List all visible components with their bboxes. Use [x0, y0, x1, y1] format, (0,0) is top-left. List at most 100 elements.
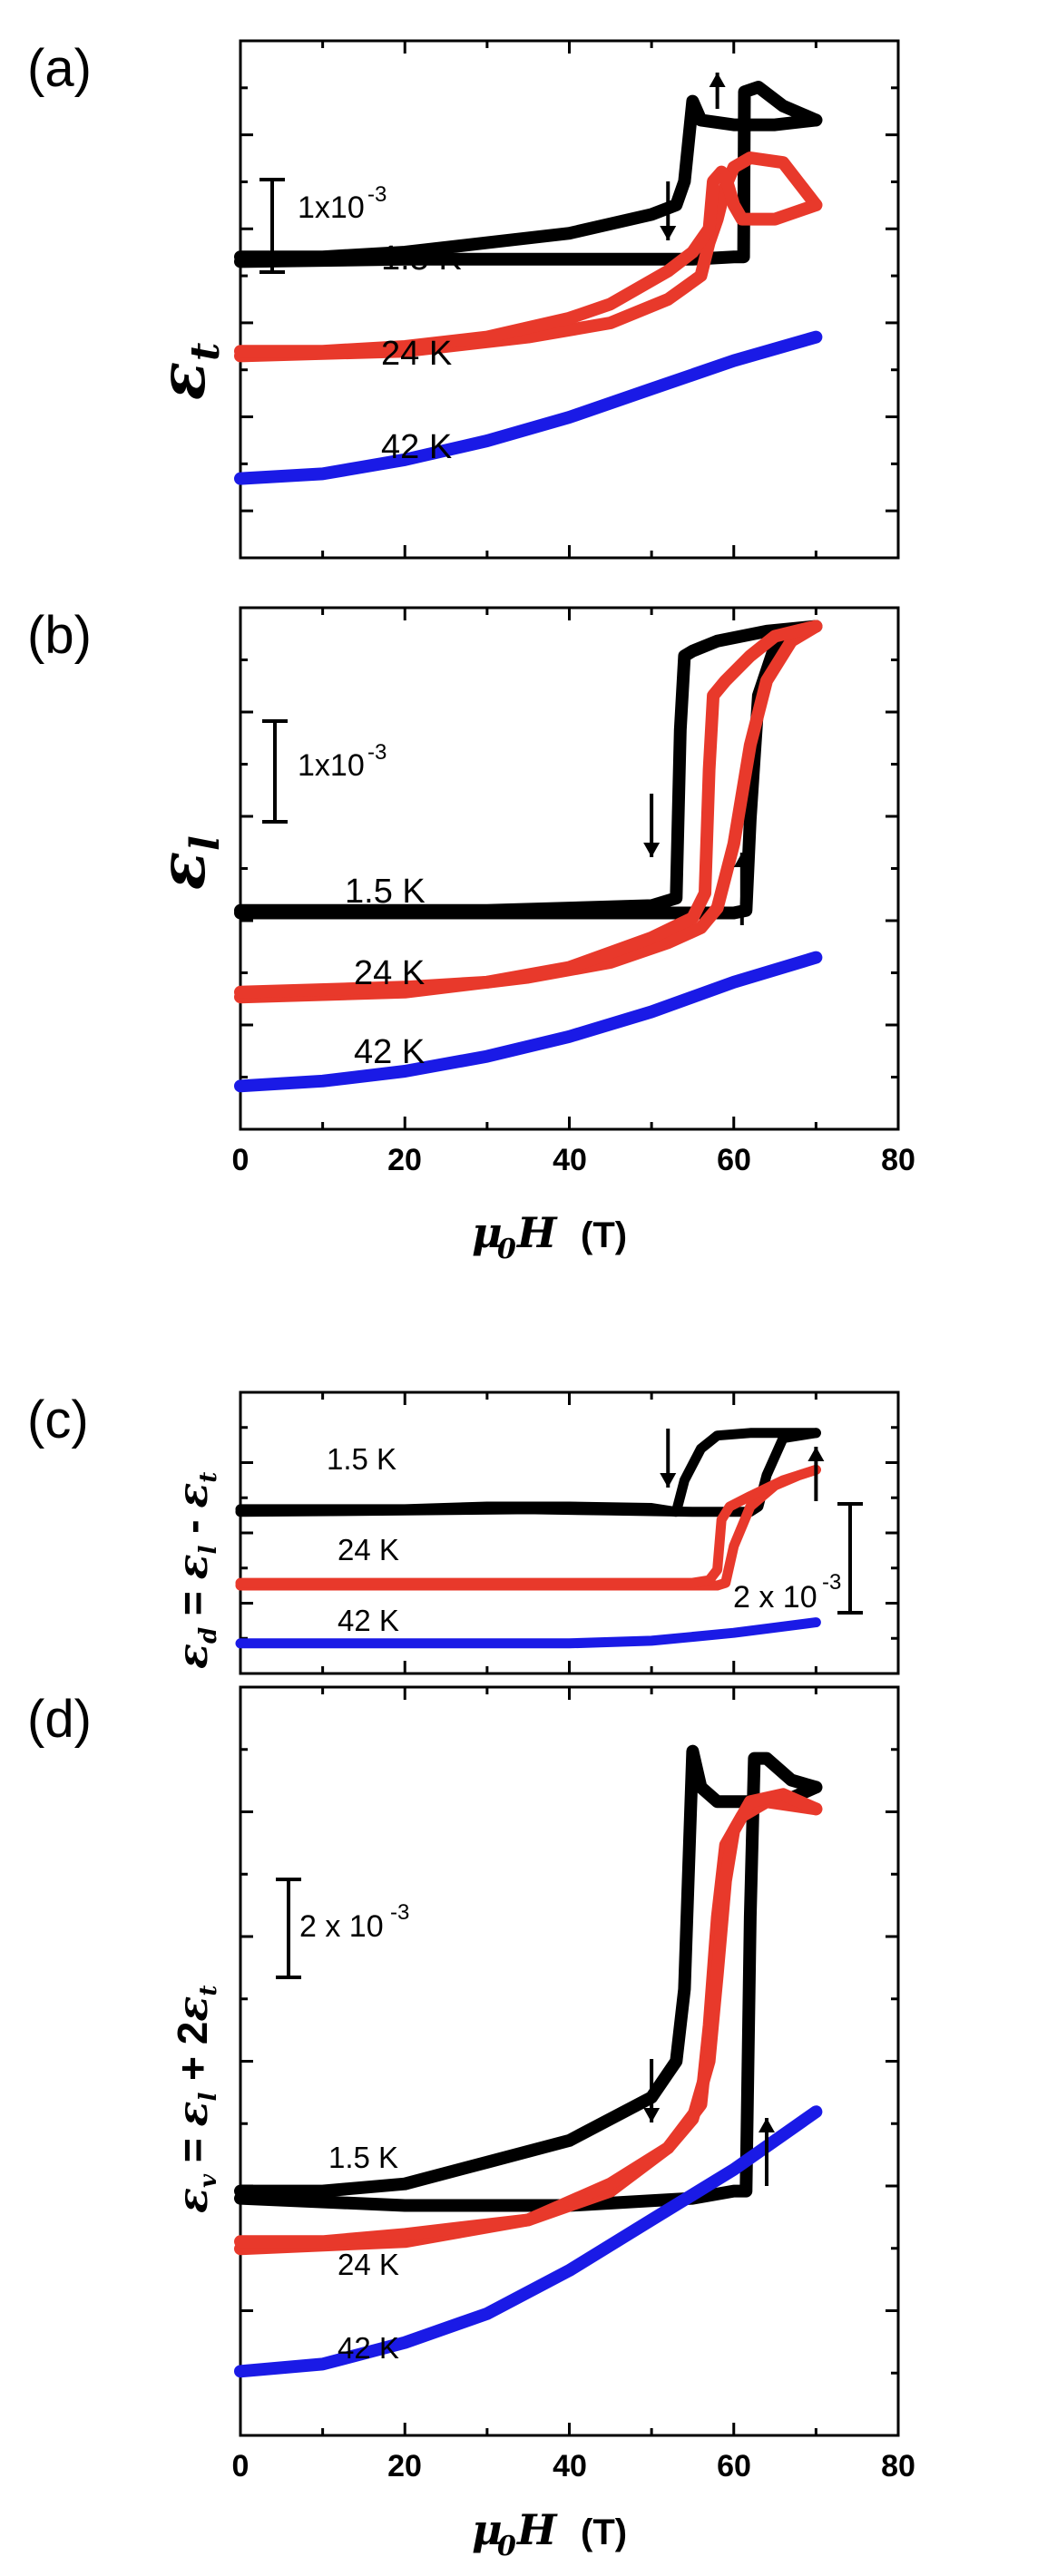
series-42K-up — [234, 330, 823, 485]
series-42K-up — [234, 951, 823, 1093]
xlabel-b-var: H — [515, 1208, 558, 1257]
panel-b-label-1p5K: 1.5 K — [345, 873, 426, 911]
panel-c-ylabel-op: - — [169, 1508, 216, 1546]
panel-d-ylabel-eq: = — [169, 2126, 216, 2173]
xlabel-b-unit: (T) — [581, 1215, 627, 1255]
series-24K-up — [234, 151, 823, 363]
panel-c-label: (c) — [27, 1390, 89, 1449]
panel-b-label-24K: 24 K — [354, 954, 425, 992]
panel-d-xlabel: μ 0 H (T) — [472, 2505, 627, 2562]
panel-a-scale-text: 1x10 — [298, 190, 365, 225]
panel-b-curves — [234, 620, 823, 1093]
panel-a-arrows — [660, 73, 726, 240]
panel-a-ylabel: ε t — [144, 343, 229, 401]
panel-c-ylabel-eq: = — [169, 1579, 216, 1626]
panel-b-ticks — [239, 606, 900, 1131]
panel-c-arrows — [660, 1429, 825, 1501]
panel-b-xlabel: μ 0 H (T) — [472, 1208, 627, 1265]
series-15K-down — [235, 1428, 821, 1517]
panel-d-ylabel-op: + 2 — [169, 2022, 216, 2093]
xlabel-b-symbol: μ — [472, 1208, 503, 1257]
panel-c-scale-bar: 2 x 10 -3 — [733, 1502, 863, 1615]
arrow-up-head — [733, 853, 750, 867]
panel-b-scale-exp: -3 — [367, 740, 387, 765]
xtick-b-60: 60 — [717, 1143, 751, 1177]
panel-d-ylabel: εv = εl + 2εt — [168, 1986, 222, 2213]
panel-d-label-42K: 42 K — [338, 2331, 399, 2365]
panel-d-curves — [234, 1744, 823, 2378]
panel-d-scale-bar: 2 x 10 -3 — [276, 1878, 409, 1979]
panel-d-ylabel-lhs-sub: v — [195, 2173, 222, 2188]
panel-a-ylabel-symbol: ε — [144, 362, 220, 401]
panel-d-xticklabels: 0 20 40 60 80 — [232, 2449, 915, 2483]
series-24K-up — [235, 1464, 821, 1591]
panel-d-scale-exp: -3 — [390, 1900, 409, 1925]
series-15K-up — [234, 1751, 823, 2212]
panel-c-ylabel-b: ε — [168, 1483, 217, 1508]
series-15K-down — [234, 620, 823, 917]
xlabel-d-sub: 0 — [497, 2531, 516, 2562]
panel-c-scale-exp: -3 — [822, 1570, 841, 1595]
panel-a-scale-bar: 1x10 -3 — [259, 178, 387, 274]
panel-c-scale-text: 2 x 10 — [733, 1580, 817, 1615]
panel-d-arrows — [643, 2059, 775, 2186]
panel-d-scale-text: 2 x 10 — [299, 1909, 384, 1944]
xtick-b-40: 40 — [553, 1143, 587, 1177]
panel-d-ylabel-a: ε — [168, 2102, 217, 2127]
panel-c: (c) 2 x 10 -3 1.5 K 24 K 42 K εd = εl - … — [27, 1390, 900, 1675]
panel-d-ylabel-b: ε — [168, 1996, 217, 2022]
panel-d-ylabel-b-sub: t — [195, 1986, 222, 1996]
panel-a-ticks — [239, 39, 900, 560]
panel-a-label-24K: 24 K — [381, 335, 452, 373]
panel-d-label-24K: 24 K — [338, 2248, 399, 2281]
panel-b-scale-text: 1x10 — [298, 748, 365, 783]
xtick-b-20: 20 — [387, 1143, 422, 1177]
xtick-d-0: 0 — [232, 2449, 250, 2483]
arrow-up-head — [758, 2118, 775, 2132]
panel-b-arrows — [643, 794, 750, 925]
arrow-up-head — [709, 73, 726, 87]
panel-c-ylabel-a: ε — [168, 1554, 217, 1579]
panel-a-label-42K: 42 K — [381, 428, 452, 466]
panel-a-label-1p5K: 1.5 K — [381, 239, 462, 278]
panel-d-label: (d) — [27, 1690, 92, 1749]
xlabel-b-sub: 0 — [497, 1234, 516, 1265]
panel-b-label: (b) — [27, 606, 92, 665]
xtick-d-60: 60 — [717, 2449, 751, 2483]
xlabel-d-var: H — [515, 2505, 558, 2554]
series-24K-down — [234, 165, 823, 358]
panel-b-frame — [239, 606, 900, 1131]
xlabel-d-unit: (T) — [581, 2513, 627, 2552]
series-15K-down — [234, 1744, 823, 2198]
xtick-d-20: 20 — [387, 2449, 422, 2483]
panel-a: (a) 1x10 -3 1.5 K 24 K 42 K ε t — [27, 39, 900, 560]
xtick-d-80: 80 — [881, 2449, 915, 2483]
panel-c-ylabel-lhs: ε — [168, 1644, 217, 1669]
arrow-up-head — [807, 1447, 825, 1461]
series-24K-down — [234, 1788, 823, 2249]
panel-c-label-1p5K: 1.5 K — [327, 1442, 396, 1476]
svg-text:εv = εl + 2εt: εv = εl + 2εt — [168, 1986, 222, 2213]
arrow-down-head — [660, 226, 677, 240]
panel-b-ylabel: ε l — [144, 835, 229, 890]
panel-b-ylabel-symbol: ε — [144, 852, 220, 891]
panel-b-label-42K: 42 K — [354, 1033, 425, 1071]
series-42K-up — [235, 1617, 821, 1649]
panel-b: (b) 1x10 -3 1.5 K 24 K 42 K ε l 0 20 40 … — [27, 606, 915, 1265]
series-24K-down — [235, 1464, 821, 1588]
xtick-b-0: 0 — [232, 1143, 250, 1177]
panel-b-scale-bar: 1x10 -3 — [262, 719, 387, 824]
series-42K-up — [234, 2105, 823, 2378]
panel-d-ylabel-a-sub: l — [195, 2093, 222, 2102]
svg-text:εd = εl - εt: εd = εl - εt — [168, 1472, 222, 1669]
panel-d-ylabel-lhs: ε — [168, 2188, 217, 2213]
panel-b-ylabel-sub: l — [182, 835, 229, 851]
arrow-down-head — [660, 1473, 677, 1488]
panel-c-ylabel-b-sub: t — [195, 1472, 222, 1483]
panel-c-ylabel: εd = εl - εt — [168, 1472, 222, 1669]
panel-c-label-42K: 42 K — [338, 1604, 399, 1637]
panel-b-xticklabels: 0 20 40 60 80 — [232, 1143, 915, 1177]
series-15K-up — [234, 81, 823, 268]
panel-a-scale-exp: -3 — [367, 182, 387, 207]
